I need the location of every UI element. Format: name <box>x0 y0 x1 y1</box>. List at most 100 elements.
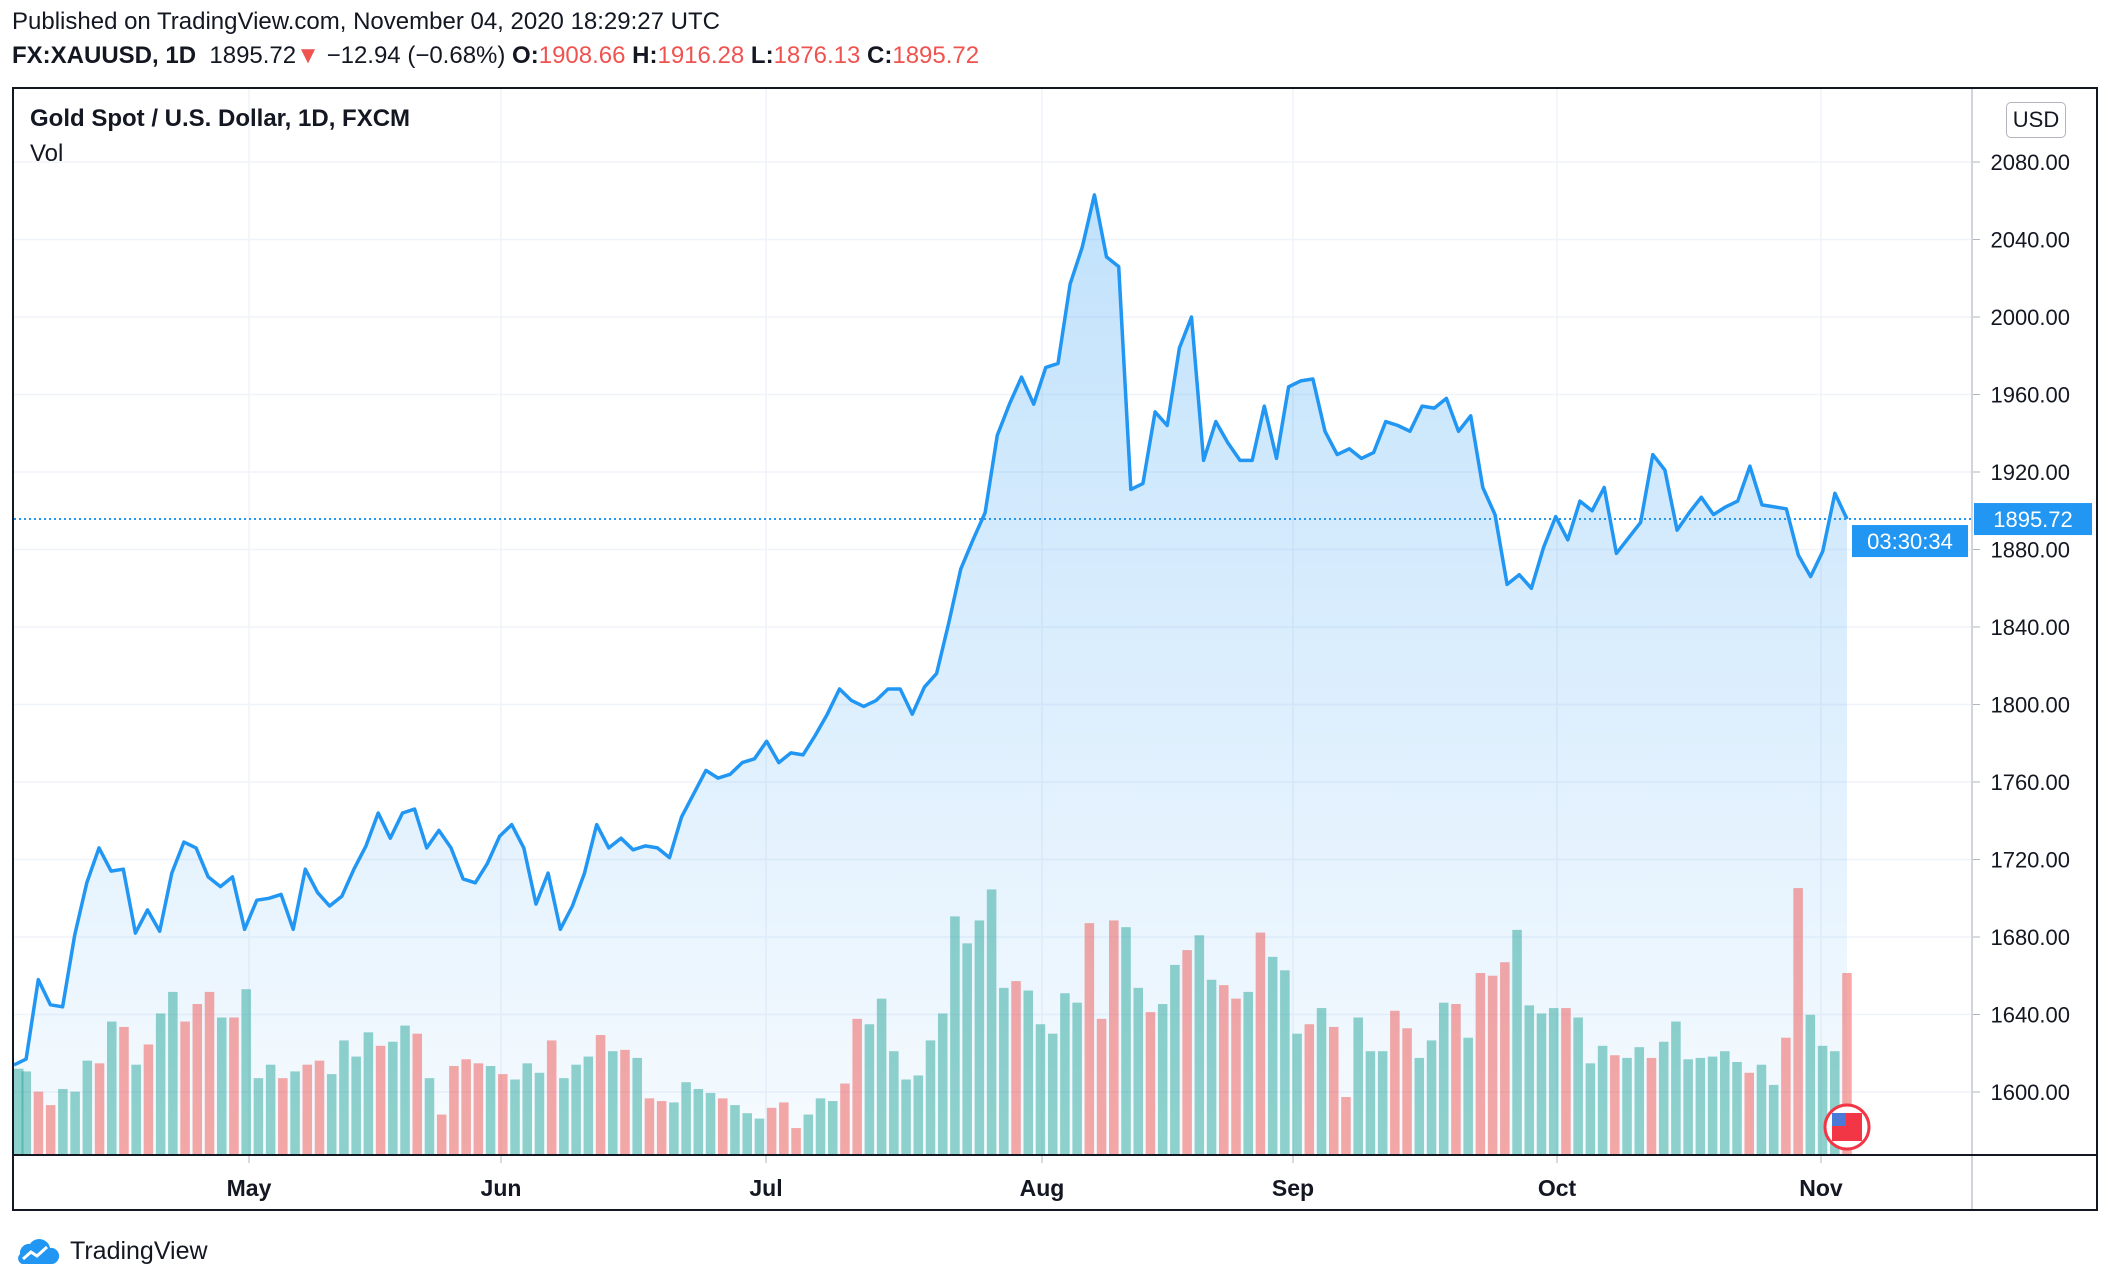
volume-bar <box>1316 1008 1327 1155</box>
us-flag-event-icon <box>1823 1103 1871 1151</box>
volume-bar <box>840 1083 850 1155</box>
volume-bar <box>656 1101 667 1155</box>
volume-bar <box>192 1004 203 1155</box>
volume-bar <box>595 1035 606 1155</box>
volume-bar <box>473 1063 484 1155</box>
volume-bar <box>375 1045 386 1155</box>
tradingview-logo[interactable]: TradingView <box>14 1236 208 1266</box>
open-label: O: <box>512 42 539 69</box>
volume-bar <box>1060 993 1070 1155</box>
volume-bar <box>1548 1008 1559 1155</box>
volume-bar <box>314 1060 325 1155</box>
volume-bar <box>730 1105 740 1155</box>
y-tick-label: 1800.00 <box>1990 693 2070 718</box>
last-price-tag-text: 1895.72 <box>1993 507 2073 532</box>
volume-bar <box>510 1079 520 1155</box>
volume-bar <box>779 1102 789 1155</box>
volume-bar <box>1341 1097 1351 1155</box>
volume-bar <box>1451 1004 1461 1155</box>
volume-bar <box>876 998 887 1155</box>
volume-bar <box>815 1098 826 1155</box>
symbol-legend: FX:XAUUSD, 1D 1895.72▼ −12.94 (−0.68%) O… <box>12 42 979 70</box>
volume-bar <box>326 1074 337 1155</box>
volume-bar <box>974 920 985 1155</box>
volume-bar <box>1231 998 1241 1155</box>
low-label: L: <box>750 42 774 69</box>
volume-bar <box>1304 1024 1315 1155</box>
volume-bar <box>1683 1059 1693 1155</box>
volume-bar <box>180 1021 190 1155</box>
volume-bar <box>204 991 215 1155</box>
volume-bar <box>278 1078 288 1155</box>
volume-bar <box>1500 962 1510 1155</box>
volume-bar <box>1842 973 1852 1155</box>
y-tick-label: 1640.00 <box>1990 1003 2070 1028</box>
volume-bar <box>1756 1064 1767 1155</box>
volume-bar <box>45 1105 56 1155</box>
volume-bar <box>1463 1037 1473 1155</box>
volume-bar <box>827 1101 838 1155</box>
volume-bar <box>1781 1037 1791 1155</box>
volume-bar <box>766 1107 777 1155</box>
volume-bar <box>693 1088 704 1155</box>
volume-bar <box>1121 927 1131 1155</box>
x-tick-label: Sep <box>1272 1175 1314 1201</box>
volume-bar <box>14 1068 24 1155</box>
volume-bar <box>1414 1057 1425 1155</box>
volume-bar <box>1475 973 1486 1155</box>
volume-bar <box>1658 1041 1669 1155</box>
volume-bar <box>1744 1072 1755 1155</box>
x-tick-label: Nov <box>1799 1175 1843 1201</box>
volume-bar <box>1365 1051 1376 1155</box>
volume-bar <box>388 1041 398 1155</box>
y-tick-label: 1880.00 <box>1990 538 2070 563</box>
symbol-name[interactable]: FX:XAUUSD, 1D <box>12 42 197 69</box>
volume-bar <box>82 1060 93 1155</box>
volume-bar <box>571 1064 581 1155</box>
volume-bar <box>229 1017 239 1155</box>
volume-bar <box>1292 1033 1302 1155</box>
volume-bar <box>143 1044 154 1155</box>
volume-bar <box>1438 1002 1449 1155</box>
y-tick-label: 1960.00 <box>1990 383 2070 408</box>
volume-bar <box>1182 950 1192 1155</box>
y-tick-label: 2080.00 <box>1990 150 2070 175</box>
volume-bar <box>449 1066 459 1155</box>
logo-text: TradingView <box>70 1236 208 1265</box>
countdown-tag <box>1852 525 1968 558</box>
volume-bar <box>70 1091 80 1155</box>
price-area-fill <box>14 194 1847 1155</box>
volume-bar <box>803 1114 814 1155</box>
volume-bar <box>522 1063 533 1155</box>
volume-bar <box>999 987 1009 1155</box>
volume-bar <box>1830 1051 1840 1155</box>
volume-bar <box>1243 991 1253 1155</box>
y-tick-label: 1840.00 <box>1990 615 2070 640</box>
volume-bar <box>302 1064 313 1155</box>
volume-bar <box>1353 1017 1363 1155</box>
volume-bar <box>1145 1012 1156 1155</box>
close-value: 1895.72 <box>892 42 980 69</box>
volume-bar <box>1646 1057 1657 1155</box>
volume-bar <box>131 1064 141 1155</box>
volume-bar <box>424 1078 435 1155</box>
volume-bar <box>1671 1021 1681 1155</box>
volume-indicator-label: Vol <box>30 140 64 167</box>
volume-bar <box>559 1078 569 1155</box>
volume-bar <box>1047 1033 1058 1155</box>
tradingview-cloud-icon <box>18 1239 60 1264</box>
volume-bar <box>216 1017 227 1155</box>
volume-bar <box>925 1040 936 1155</box>
volume-bar <box>1377 1051 1388 1155</box>
volume-bar <box>632 1057 642 1155</box>
x-tick-label: Jul <box>749 1175 782 1201</box>
volume-bar <box>669 1102 679 1155</box>
currency-button[interactable]: USD <box>2006 102 2066 138</box>
volume-bar <box>742 1113 752 1155</box>
volume-bar <box>681 1082 691 1155</box>
volume-bar <box>1536 1013 1547 1155</box>
last-price: 1895.72 <box>209 42 297 69</box>
volume-bar <box>913 1075 924 1155</box>
volume-bar <box>791 1128 801 1155</box>
